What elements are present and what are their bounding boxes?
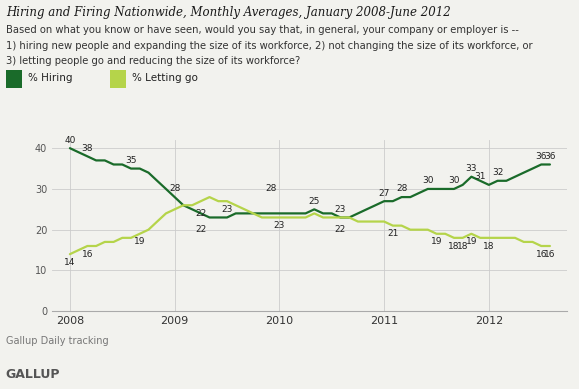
Text: 16: 16 [544,250,556,259]
Text: 28: 28 [396,184,407,193]
Text: 28: 28 [169,184,180,193]
Text: 21: 21 [387,229,398,238]
Text: 31: 31 [474,172,486,181]
Text: 36: 36 [536,152,547,161]
Text: 19: 19 [134,237,145,247]
Text: 22: 22 [195,225,207,234]
Text: 28: 28 [265,184,276,193]
Text: 22: 22 [335,225,346,234]
Text: 35: 35 [125,156,137,165]
Text: 30: 30 [422,176,434,185]
Text: 25: 25 [309,197,320,206]
Text: % Letting go: % Letting go [132,73,198,83]
Text: 18: 18 [448,242,460,251]
Text: Gallup Daily tracking: Gallup Daily tracking [6,336,108,347]
Text: 36: 36 [544,152,556,161]
Text: Hiring and Firing Nationwide, Monthly Averages, January 2008-June 2012: Hiring and Firing Nationwide, Monthly Av… [6,6,450,19]
Text: 38: 38 [82,144,93,152]
Text: 19: 19 [431,237,442,247]
Text: 33: 33 [466,164,477,173]
Text: 3) letting people go and reducing the size of its workforce?: 3) letting people go and reducing the si… [6,56,300,67]
Text: % Hiring: % Hiring [28,73,72,83]
Text: 18: 18 [483,242,494,251]
Text: GALLUP: GALLUP [6,368,60,380]
Text: 23: 23 [221,205,233,214]
Text: 18: 18 [457,242,468,251]
Text: 19: 19 [466,237,477,247]
Text: 23: 23 [335,205,346,214]
Text: 27: 27 [379,189,390,198]
Text: 1) hiring new people and expanding the size of its workforce, 2) not changing th: 1) hiring new people and expanding the s… [6,41,533,51]
Text: 30: 30 [448,176,460,185]
Text: 16: 16 [536,250,547,259]
Text: 16: 16 [82,250,93,259]
Text: 23: 23 [274,221,285,230]
Text: 14: 14 [64,258,76,267]
Text: 22: 22 [195,209,207,218]
Text: 32: 32 [492,168,503,177]
Text: Based on what you know or have seen, would you say that, in general, your compan: Based on what you know or have seen, wou… [6,25,519,35]
Text: 40: 40 [64,135,76,145]
